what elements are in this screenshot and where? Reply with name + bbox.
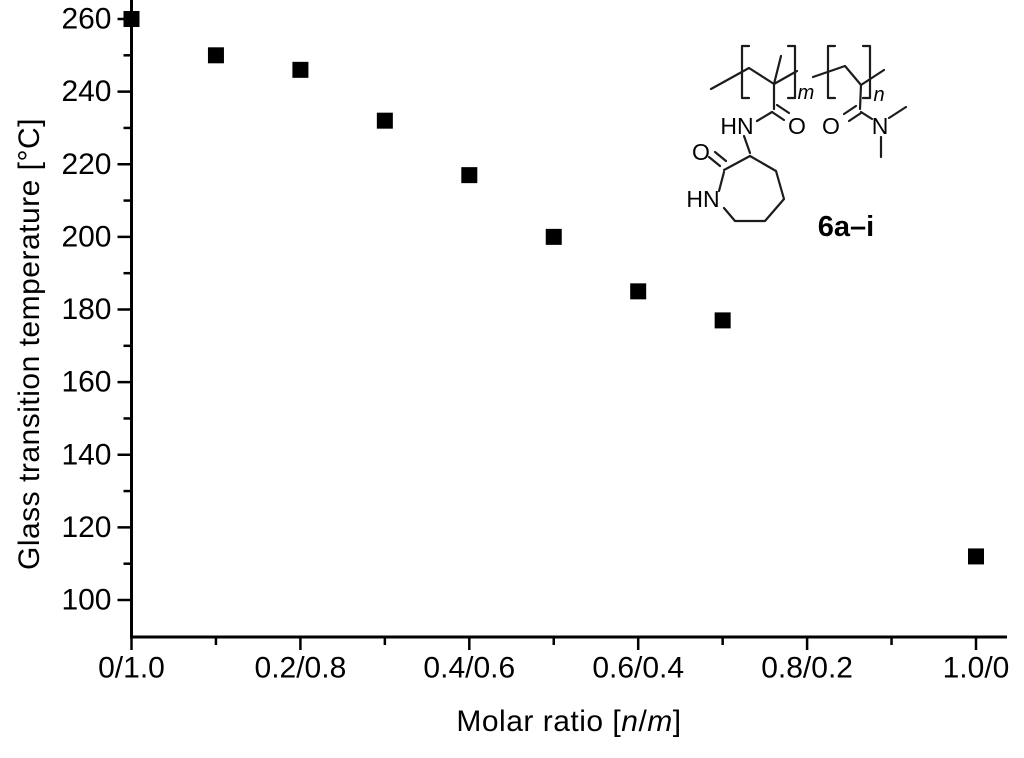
y-axis-label-text: Glass transition temperature [°C] [13,118,46,570]
data-point-marker [545,228,562,245]
y-tick-label: 140 [61,438,111,471]
bond-methyl-m [772,54,783,86]
ring-carbonyl-ch-bond [722,154,752,172]
amide-hn-label: HN [720,113,753,139]
data-point-marker [123,11,140,27]
polymer-structure-inset: HN O O N O HN m n 6a–i [686,44,908,243]
y-axis-label: Glass transition temperature [°C] [13,118,47,570]
bond-backbone-n [811,64,886,87]
ring-hn-label: HN [686,186,719,212]
bracket-right-m [786,44,797,100]
compound-label: 6a–i [818,211,874,243]
x-tick-label: 0.4/0.6 [423,652,515,685]
bond-backbone-m [709,66,799,91]
y-tick-label: 260 [61,3,111,36]
subscript-n: n [873,84,884,106]
x-tick-label: 0/1.0 [98,652,165,685]
y-tick-label: 220 [61,148,111,181]
y-tick-label: 180 [61,293,111,326]
dma-o-label: O [822,113,840,139]
bond-nh-ring [742,134,752,155]
bracket-left-m [740,44,751,100]
bracket-right-n [861,44,872,100]
x-label-suffix: ] [672,705,682,738]
x-tick-label: 0.2/0.8 [255,652,347,685]
bracket-left-n [826,44,837,100]
subscript-m: m [798,82,815,104]
data-point-marker [968,548,984,565]
dma-n-label: N [872,113,889,139]
data-point-marker [376,112,393,129]
x-tick-label: 0.8/0.2 [761,652,853,685]
amide-o-label: O [788,113,806,139]
x-tick-label: 1.0/0 [943,652,1010,685]
data-point-marker [630,283,647,300]
ring-n-carbonyl-bond [717,170,726,193]
bond-n-methyl-up [887,105,908,120]
x-label-m: m [647,705,673,738]
ring-co-double [707,150,728,168]
ring-bonds [722,154,786,223]
axes: 100 120 140 160 180 200 220 240 260 0/1.0 0.2/0.8 0… [61,0,1009,685]
y-tick-label: 240 [61,75,111,108]
data-point-marker [292,61,309,78]
data-point-marker [461,167,478,184]
bond-c-carbonyl-n [858,83,863,111]
data-point-marker [207,47,224,64]
bond-c-n-m [755,110,774,123]
bond-co-double-m [770,103,791,122]
x-label-slash: / [638,705,648,738]
bond-c-n-n [859,110,874,121]
x-label-n: n [621,705,639,738]
x-label-prefix: Molar ratio [ [456,705,622,738]
y-tick-label: 200 [61,220,111,253]
y-tick-label: 100 [61,584,111,617]
y-tick-label: 120 [61,511,111,544]
data-point-marker [714,312,731,329]
y-tick-label: 160 [61,366,111,399]
bond-co-double-n [842,104,863,123]
x-axis-label: Molar ratio [n/m] [456,705,681,739]
ring-o-label: O [692,139,710,165]
data-points [123,11,984,565]
x-tick-label: 0.6/0.4 [592,652,684,685]
